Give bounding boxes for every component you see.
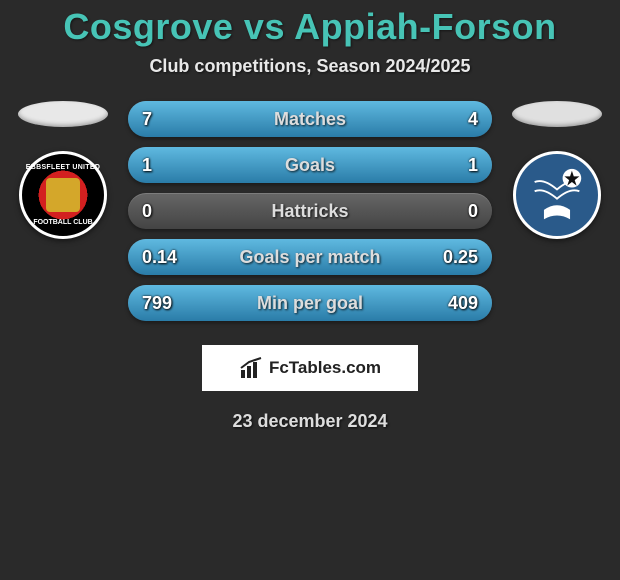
bar-chart-icon bbox=[239, 356, 263, 380]
badge-left-crest-icon bbox=[46, 178, 80, 212]
stat-value-left: 799 bbox=[142, 293, 186, 314]
player-left-col: EBBSFLEET UNITED FOOTBALL CLUB bbox=[8, 101, 118, 239]
stat-row: 0Hattricks0 bbox=[128, 193, 492, 229]
stat-value-right: 4 bbox=[434, 109, 478, 130]
stat-value-right: 0.25 bbox=[434, 247, 478, 268]
subtitle: Club competitions, Season 2024/2025 bbox=[0, 56, 620, 77]
date-line: 23 december 2024 bbox=[0, 411, 620, 432]
stat-value-left: 7 bbox=[142, 109, 186, 130]
club-badge-right bbox=[513, 151, 601, 239]
stat-value-right: 409 bbox=[434, 293, 478, 314]
stat-value-right: 1 bbox=[434, 155, 478, 176]
brand-box[interactable]: FcTables.com bbox=[202, 345, 418, 391]
page-title: Cosgrove vs Appiah-Forson bbox=[0, 6, 620, 48]
badge-left-bottom-text: FOOTBALL CLUB bbox=[22, 219, 104, 226]
stat-value-right: 0 bbox=[434, 201, 478, 222]
stat-row: 799Min per goal409 bbox=[128, 285, 492, 321]
comparison-card: Cosgrove vs Appiah-Forson Club competiti… bbox=[0, 0, 620, 432]
stat-value-left: 0 bbox=[142, 201, 186, 222]
player-right-col bbox=[502, 101, 612, 239]
stats-column: 7Matches4 1Goals1 0Hattricks0 0.14Goals per… bbox=[128, 101, 492, 331]
player-right-photo-placeholder bbox=[512, 101, 602, 127]
player-left-photo-placeholder bbox=[18, 101, 108, 127]
stat-row: 0.14Goals per match0.25 bbox=[128, 239, 492, 275]
stat-row: 1Goals1 bbox=[128, 147, 492, 183]
stat-row: 7Matches4 bbox=[128, 101, 492, 137]
main-grid: EBBSFLEET UNITED FOOTBALL CLUB 7Matches4… bbox=[0, 101, 620, 331]
stat-value-left: 0.14 bbox=[142, 247, 186, 268]
badge-left-top-text: EBBSFLEET UNITED bbox=[22, 164, 104, 171]
stat-value-left: 1 bbox=[142, 155, 186, 176]
brand-text: FcTables.com bbox=[269, 358, 381, 378]
shield-icon bbox=[516, 154, 598, 236]
club-badge-left: EBBSFLEET UNITED FOOTBALL CLUB bbox=[19, 151, 107, 239]
